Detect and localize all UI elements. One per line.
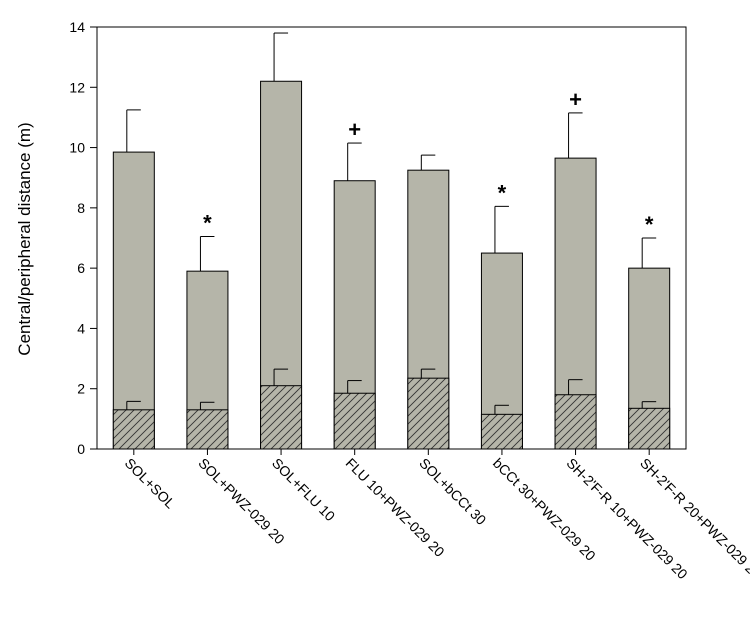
bar-central [554,394,597,450]
plot-frame [96,26,687,450]
x-tick-label: SH-2'F-R 20+PWZ-029 20 [637,455,750,583]
x-tick-label: SOL+bCCt 30 [416,455,489,528]
y-tick-label: 6 [77,260,85,276]
y-tick-label: 14 [69,19,85,35]
bar-central [407,377,450,450]
bar-central [186,409,229,450]
significance-marker: * [498,180,507,205]
bar-central [112,409,155,450]
y-tick-label: 4 [77,320,85,336]
y-axis-label: Central/peripheral distance (m) [15,122,34,355]
bar-central [333,392,376,450]
x-tick-label: SH-2'F-R 10+PWZ-029 20 [563,455,691,583]
bar-central [260,385,303,450]
significance-marker: * [203,210,212,235]
y-tick-label: 8 [77,200,85,216]
bar-total [112,151,155,450]
y-tick-label: 0 [77,441,85,457]
significance-marker: * [645,212,654,237]
x-tick-label: SOL+SOL [122,455,179,512]
y-tick-label: 2 [77,381,85,397]
significance-marker: + [569,87,582,112]
x-tick-label: SOL+FLU 10 [269,455,339,525]
y-tick-label: 12 [69,79,85,95]
significance-marker: + [348,117,361,142]
y-tick-label: 10 [69,140,85,156]
bar-central [628,407,671,450]
bar-central [480,413,523,450]
